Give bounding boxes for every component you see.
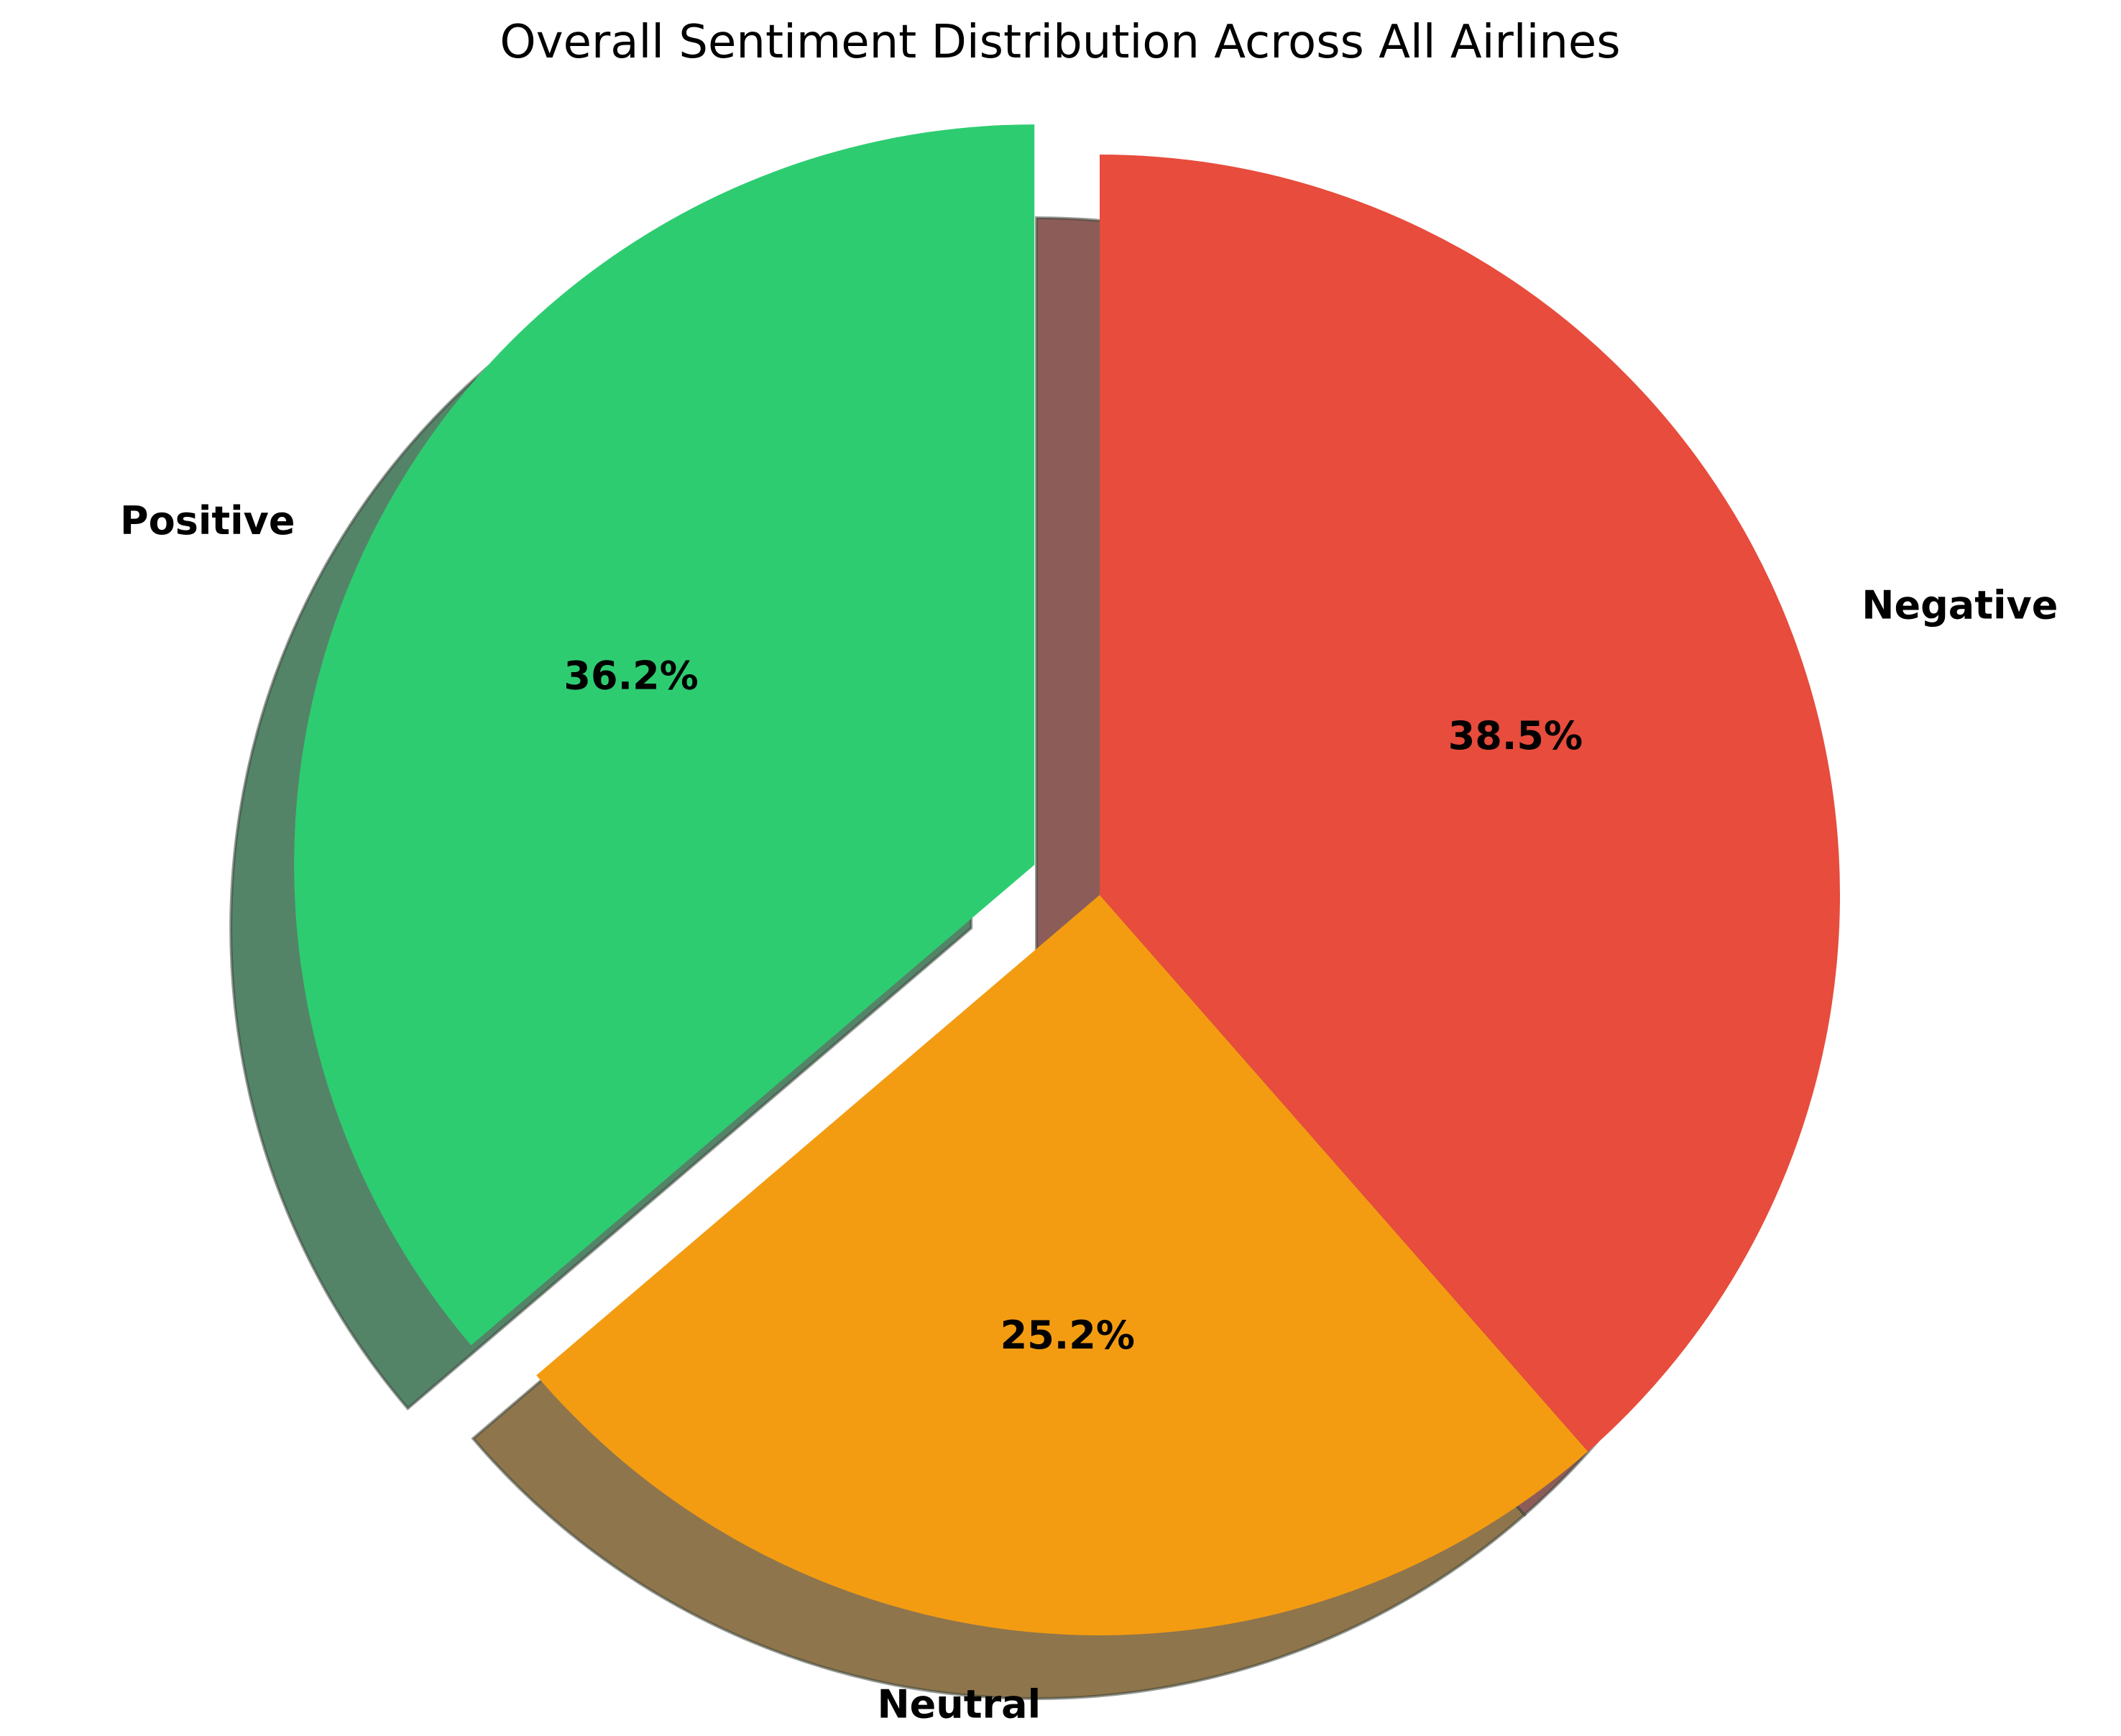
pie-slice-negative xyxy=(1100,155,1840,1452)
percent-label-positive: 36.2% xyxy=(563,653,698,699)
category-label-positive: Positive xyxy=(120,498,295,543)
category-label-neutral: Neutral xyxy=(877,1682,1041,1727)
percent-label-neutral: 25.2% xyxy=(1000,1313,1135,1358)
category-label-negative: Negative xyxy=(1862,582,2058,628)
pie-slice-positive xyxy=(294,124,1035,1346)
pie-slice-neutral xyxy=(536,895,1588,1636)
percent-label-negative: 38.5% xyxy=(1448,713,1583,758)
pie-slices xyxy=(294,124,1840,1636)
pie-labels: Positive 36.2% Neutral 25.2% Negative 38.5% xyxy=(120,498,2058,1727)
chart-title: Overall Sentiment Distribution Across Al… xyxy=(500,16,1620,69)
